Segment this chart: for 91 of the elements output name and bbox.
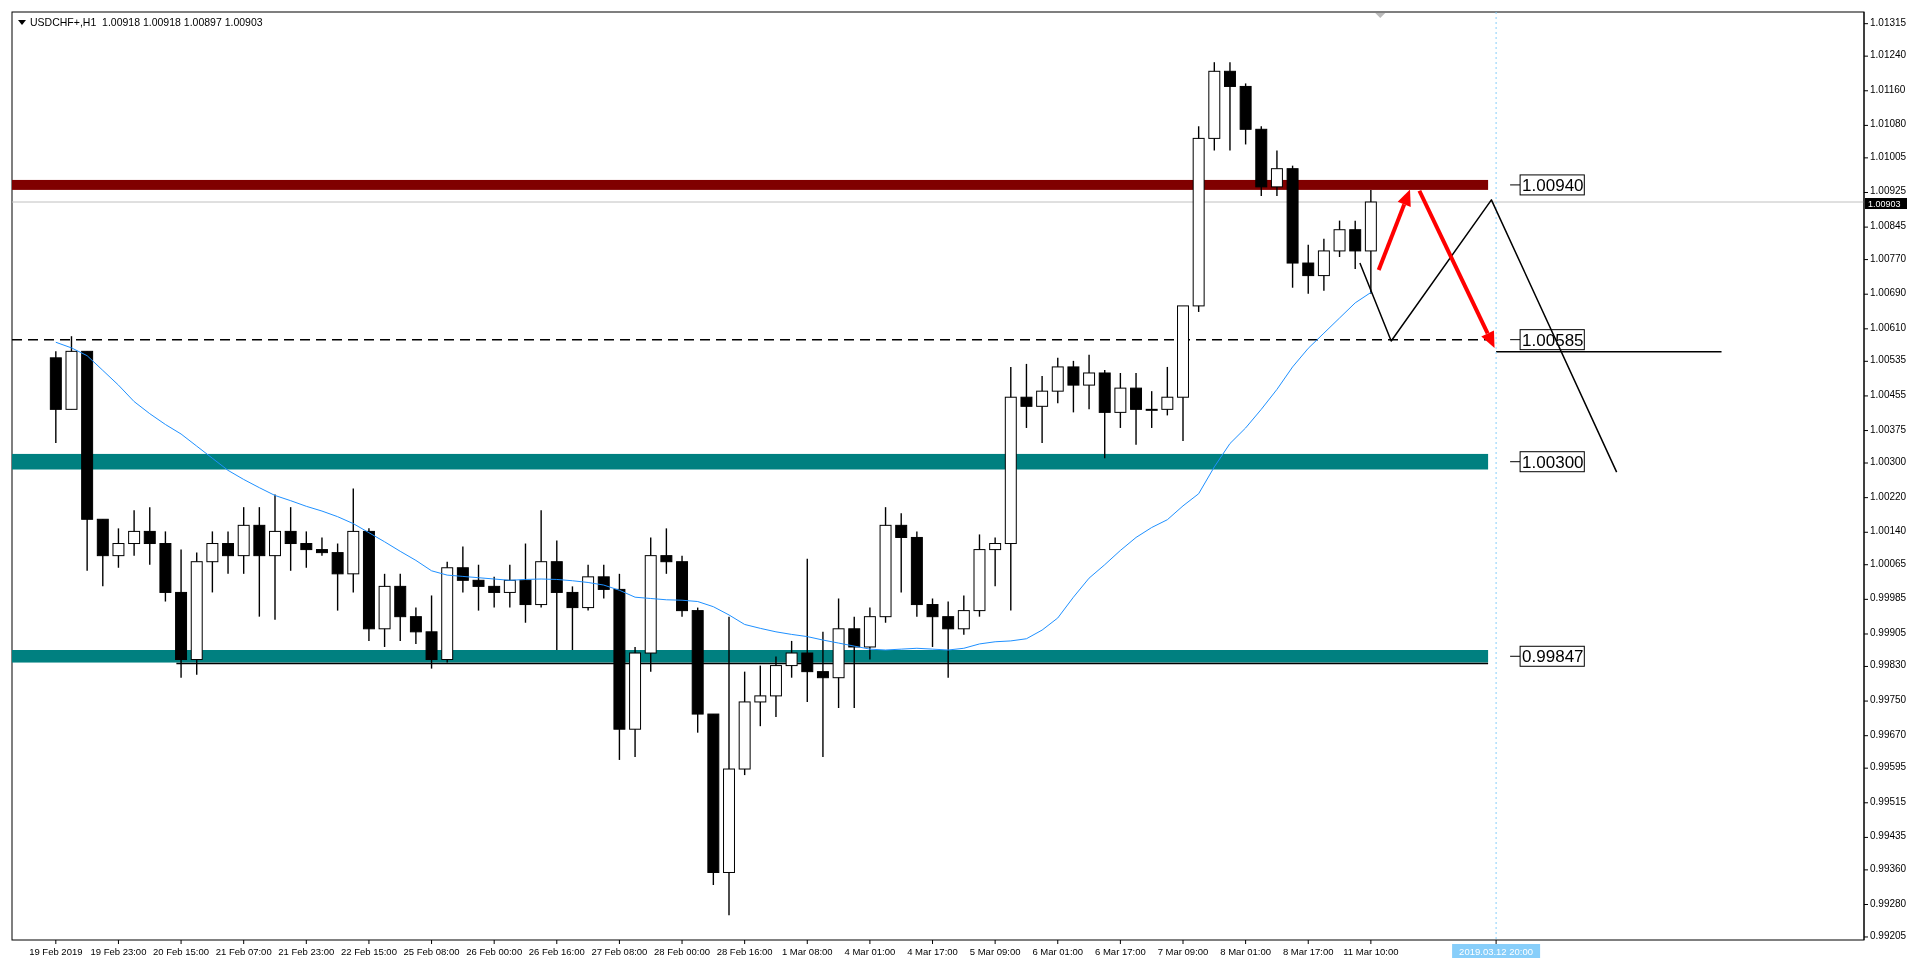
candlestick xyxy=(112,527,125,569)
candlestick xyxy=(1270,149,1283,197)
x-tick-label: 1 Mar 08:00 xyxy=(781,946,833,957)
x-tick-label: 4 Mar 17:00 xyxy=(907,946,958,957)
y-tick-label: 1.01080 xyxy=(1870,118,1907,130)
y-tick-label: 1.00140 xyxy=(1870,525,1907,537)
candlestick xyxy=(1130,372,1143,446)
x-tick-label: 21 Feb 07:00 xyxy=(215,946,272,957)
candlestick xyxy=(456,545,469,594)
candlestick xyxy=(1223,61,1236,152)
y-tick-label: 0.99280 xyxy=(1870,897,1907,909)
line-series xyxy=(55,291,1372,651)
y-tick-label: 1.01315 xyxy=(1870,16,1907,28)
x-tick-label: 8 Mar 01:00 xyxy=(1220,946,1271,957)
x-tick-label: 28 Feb 00:00 xyxy=(654,946,711,957)
candlestick xyxy=(206,530,219,594)
y-tick-label: 1.00300 xyxy=(1870,456,1907,468)
candlestick xyxy=(143,506,156,566)
candlestick xyxy=(503,564,516,609)
candlestick xyxy=(1067,360,1080,414)
x-tick-label: 6 Mar 01:00 xyxy=(1032,946,1084,957)
y-tick-label: 0.99750 xyxy=(1870,694,1907,706)
y-tick-label: 1.00065 xyxy=(1870,557,1907,569)
candlestick xyxy=(754,664,767,727)
chart-title: USDCHF+,H1 1.00918 1.00918 1.00897 1.00903 xyxy=(30,16,263,28)
candlestick xyxy=(222,530,235,575)
y-tick-label: 1.01240 xyxy=(1870,49,1907,61)
y-tick-label: 0.99985 xyxy=(1870,592,1907,604)
x-tick-label: 4 Mar 01:00 xyxy=(844,946,896,957)
x-tick-label: 27 Feb 08:00 xyxy=(591,946,648,957)
candlestick xyxy=(926,597,939,648)
y-tick-label: 0.99360 xyxy=(1870,862,1907,874)
candlestick xyxy=(957,594,970,636)
candlestick xyxy=(409,606,422,645)
candlestick xyxy=(1333,219,1346,258)
y-tick-label: 0.99205 xyxy=(1870,929,1907,941)
candlestick xyxy=(315,536,328,557)
x-tick-label: 5 Mar 09:00 xyxy=(969,946,1021,957)
candlestick xyxy=(472,564,485,612)
candlestick xyxy=(660,527,673,575)
candlestick xyxy=(1036,375,1049,444)
candlestick xyxy=(488,576,501,609)
candlestick xyxy=(331,542,344,612)
x-tick-label: 25 Feb 08:00 xyxy=(403,946,460,957)
y-tick-label: 0.99595 xyxy=(1870,761,1907,773)
y-tick-label: 1.00770 xyxy=(1870,252,1907,264)
candlestick xyxy=(1083,354,1096,411)
candlestick xyxy=(597,564,610,600)
y-tick-label: 1.00455 xyxy=(1870,388,1907,400)
candlestick xyxy=(1161,366,1174,417)
x-tick-label: 2019.03.12 20:00 xyxy=(1459,946,1534,957)
x-tick-label: 20 Feb 15:00 xyxy=(153,946,210,957)
candlestick xyxy=(1302,244,1315,295)
x-tick-label: 26 Feb 00:00 xyxy=(466,946,523,957)
x-tick-label: 8 Mar 17:00 xyxy=(1282,946,1334,957)
x-tick-label: 22 Feb 15:00 xyxy=(340,946,397,957)
candlestick xyxy=(300,530,313,569)
band-label: 1.00300 xyxy=(1522,452,1584,472)
x-tick-label: 19 Feb 23:00 xyxy=(90,946,147,957)
candlestick xyxy=(1020,363,1033,429)
x-tick-label: 21 Feb 23:00 xyxy=(278,946,335,957)
y-tick-label: 1.00610 xyxy=(1870,321,1907,333)
y-tick-label: 1.00845 xyxy=(1870,220,1907,232)
candlestick xyxy=(989,536,1002,588)
y-tick-label: 0.99670 xyxy=(1870,728,1907,740)
candlestick xyxy=(1349,219,1362,270)
y-tick-label: 1.00375 xyxy=(1870,423,1907,435)
candlestick xyxy=(566,585,579,651)
candlestick xyxy=(895,512,908,594)
y-tick-label: 0.99830 xyxy=(1870,659,1907,671)
y-tick-label: 1.00690 xyxy=(1870,287,1907,299)
y-tick-label: 0.99435 xyxy=(1870,830,1907,842)
ref-line-label: 1.00903 xyxy=(1868,199,1901,210)
x-tick-label: 11 Mar 10:00 xyxy=(1343,946,1399,957)
y-tick-label: 0.99515 xyxy=(1870,795,1907,807)
x-tick-label: 28 Feb 16:00 xyxy=(716,946,773,957)
candlestick xyxy=(284,506,297,572)
x-tick-label: 7 Mar 09:00 xyxy=(1157,946,1209,957)
y-tick-label: 1.00925 xyxy=(1870,185,1907,197)
y-tick-label: 1.01160 xyxy=(1870,83,1906,95)
y-tick-label: 1.01005 xyxy=(1870,150,1907,162)
candlestick xyxy=(1145,390,1158,429)
x-tick-label: 26 Feb 16:00 xyxy=(528,946,585,957)
x-tick-label: 6 Mar 17:00 xyxy=(1095,946,1146,957)
band-label: 1.00940 xyxy=(1522,175,1584,195)
y-tick-label: 1.00535 xyxy=(1870,354,1907,366)
band-label: 0.99847 xyxy=(1522,647,1584,667)
candlestick xyxy=(128,509,141,557)
y-tick-label: 1.00220 xyxy=(1870,490,1907,502)
y-tick-label: 0.99905 xyxy=(1870,626,1907,638)
x-tick-label: 19 Feb 2019 xyxy=(29,946,83,957)
